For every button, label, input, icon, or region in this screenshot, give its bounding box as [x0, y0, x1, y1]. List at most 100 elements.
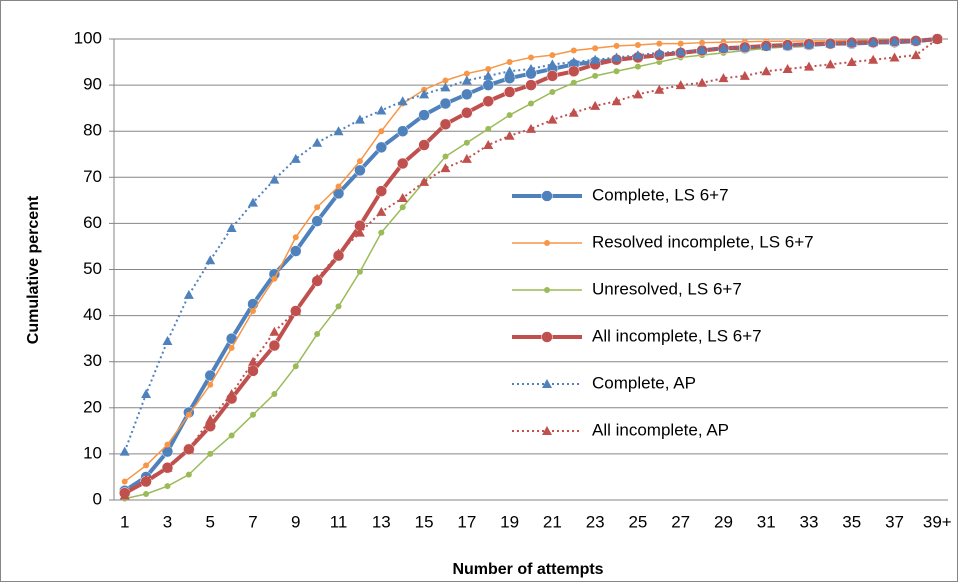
marker — [333, 126, 344, 136]
x-tick-label: 25 — [628, 512, 647, 531]
marker — [910, 50, 921, 60]
marker — [632, 50, 643, 60]
marker — [613, 42, 620, 49]
marker — [506, 112, 513, 119]
marker — [269, 326, 280, 336]
marker — [268, 339, 281, 352]
y-tick-label: 80 — [83, 121, 102, 140]
y-tick-label: 50 — [83, 259, 102, 278]
marker — [162, 335, 173, 345]
y-tick-label: 0 — [93, 489, 102, 508]
marker — [439, 97, 452, 110]
marker — [592, 45, 599, 52]
marker — [292, 234, 299, 241]
marker — [248, 356, 258, 366]
legend-label: All incomplete, AP — [592, 420, 729, 439]
marker — [570, 47, 577, 54]
marker — [250, 307, 256, 314]
marker — [592, 72, 599, 79]
marker — [868, 37, 879, 47]
marker — [442, 153, 449, 160]
marker — [461, 75, 472, 85]
marker — [269, 174, 280, 184]
marker — [121, 478, 128, 485]
x-tick-label: 39+ — [923, 512, 952, 531]
marker — [485, 125, 492, 132]
marker — [761, 41, 772, 51]
marker — [782, 40, 793, 50]
marker — [761, 66, 772, 76]
x-tick-label: 17 — [457, 512, 476, 531]
marker — [205, 255, 216, 265]
marker — [440, 82, 451, 92]
marker — [739, 42, 750, 52]
marker — [248, 197, 258, 207]
marker — [570, 79, 577, 86]
x-tick-label: 1 — [120, 512, 129, 531]
marker — [335, 183, 342, 190]
y-tick-label: 20 — [83, 397, 102, 416]
marker — [463, 139, 470, 146]
marker — [314, 204, 321, 211]
marker — [528, 54, 534, 61]
marker — [396, 157, 409, 170]
marker — [654, 47, 665, 57]
marker — [228, 344, 235, 351]
x-tick-label: 31 — [757, 512, 776, 531]
marker — [483, 70, 494, 80]
marker — [697, 77, 708, 87]
marker — [825, 59, 836, 69]
marker — [528, 100, 534, 107]
marker — [611, 52, 622, 62]
marker — [568, 65, 580, 78]
marker — [271, 275, 278, 282]
marker — [506, 59, 513, 66]
marker — [675, 80, 686, 90]
marker — [804, 61, 814, 71]
x-tick-label: 23 — [586, 512, 605, 531]
marker — [825, 38, 836, 48]
y-tick-label: 90 — [83, 75, 102, 94]
marker — [207, 381, 214, 388]
marker — [526, 63, 536, 73]
marker — [656, 40, 663, 47]
legend-label: Unresolved, LS 6+7 — [592, 279, 742, 298]
marker — [568, 107, 579, 117]
marker — [634, 63, 641, 70]
y-tick-label: 70 — [83, 167, 102, 186]
marker — [485, 65, 492, 72]
marker — [461, 153, 472, 163]
x-tick-label: 27 — [671, 512, 690, 531]
marker — [378, 128, 385, 135]
marker — [544, 240, 550, 246]
marker — [397, 96, 408, 106]
marker — [228, 432, 235, 439]
legend-label: Complete, LS 6+7 — [592, 185, 729, 204]
marker — [354, 164, 366, 177]
marker — [461, 107, 473, 119]
marker — [375, 185, 388, 197]
marker — [356, 268, 363, 275]
marker — [590, 54, 601, 64]
marker — [164, 483, 171, 490]
marker — [463, 70, 470, 77]
marker — [482, 95, 494, 107]
marker — [226, 388, 237, 398]
marker — [718, 43, 729, 53]
marker — [568, 57, 579, 67]
y-axis-title: Cumulative percent — [25, 195, 42, 344]
marker — [868, 54, 879, 64]
marker — [271, 390, 278, 397]
x-tick-label: 7 — [248, 512, 257, 531]
marker — [119, 446, 130, 456]
marker — [375, 141, 388, 154]
marker — [333, 248, 344, 258]
marker — [290, 153, 301, 163]
marker — [378, 229, 385, 236]
marker — [461, 88, 473, 101]
marker — [164, 441, 171, 448]
marker — [675, 46, 686, 56]
y-tick-label: 60 — [83, 213, 102, 232]
marker — [312, 273, 323, 283]
